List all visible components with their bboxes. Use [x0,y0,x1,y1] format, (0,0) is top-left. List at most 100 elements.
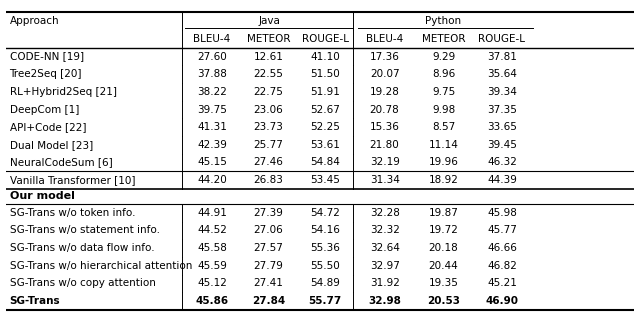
Text: 45.98: 45.98 [487,208,517,218]
Text: SG-Trans w/o hierarchical attention: SG-Trans w/o hierarchical attention [10,261,192,271]
Text: SG-Trans w/o token info.: SG-Trans w/o token info. [10,208,135,218]
Text: 46.82: 46.82 [487,261,517,271]
Text: SG-Trans w/o copy attention: SG-Trans w/o copy attention [10,278,156,289]
Text: 37.35: 37.35 [487,105,517,114]
Text: Dual Model [23]: Dual Model [23] [10,140,93,150]
Text: 8.96: 8.96 [432,69,455,79]
Text: 15.36: 15.36 [370,122,399,132]
Text: Approach: Approach [10,16,59,26]
Text: 46.66: 46.66 [487,243,517,253]
Text: 44.39: 44.39 [487,175,517,185]
Text: 23.73: 23.73 [253,122,284,132]
Text: ROUGE-L: ROUGE-L [478,34,525,44]
Text: 19.28: 19.28 [370,87,399,97]
Text: 26.83: 26.83 [253,175,284,185]
Text: 19.72: 19.72 [429,225,458,235]
Text: 45.86: 45.86 [196,296,228,306]
Text: 32.28: 32.28 [370,208,399,218]
Text: 22.75: 22.75 [253,87,284,97]
Text: 51.91: 51.91 [310,87,340,97]
Text: 32.64: 32.64 [370,243,399,253]
Text: 55.50: 55.50 [310,261,340,271]
Text: 33.65: 33.65 [487,122,517,132]
Text: 20.78: 20.78 [370,105,399,114]
Text: 37.81: 37.81 [487,52,517,62]
Text: 27.79: 27.79 [253,261,284,271]
Text: 32.32: 32.32 [370,225,399,235]
Text: 44.20: 44.20 [197,175,227,185]
Text: METEOR: METEOR [247,34,291,44]
Text: 21.80: 21.80 [370,140,399,150]
Text: 22.55: 22.55 [253,69,284,79]
Text: 32.98: 32.98 [368,296,401,306]
Text: 25.77: 25.77 [253,140,284,150]
Text: Tree2Seq [20]: Tree2Seq [20] [10,69,82,79]
Text: 27.60: 27.60 [197,52,227,62]
Text: 53.45: 53.45 [310,175,340,185]
Text: CODE-NN [19]: CODE-NN [19] [10,52,84,62]
Text: 37.88: 37.88 [197,69,227,79]
Text: 12.61: 12.61 [253,52,284,62]
Text: NeuralCodeSum [6]: NeuralCodeSum [6] [10,157,112,167]
Text: 20.07: 20.07 [370,69,399,79]
Text: 45.59: 45.59 [197,261,227,271]
Text: 38.22: 38.22 [197,87,227,97]
Text: 54.84: 54.84 [310,157,340,167]
Text: Python: Python [426,16,461,26]
Text: 45.77: 45.77 [487,225,517,235]
Text: 44.91: 44.91 [197,208,227,218]
Text: METEOR: METEOR [422,34,465,44]
Text: 23.06: 23.06 [253,105,284,114]
Text: 46.90: 46.90 [485,296,518,306]
Text: Java: Java [259,16,281,26]
Text: 31.92: 31.92 [370,278,399,289]
Text: DeepCom [1]: DeepCom [1] [10,105,79,114]
Text: Our model: Our model [10,191,74,202]
Text: SG-Trans w/o data flow info.: SG-Trans w/o data flow info. [10,243,154,253]
Text: SG-Trans: SG-Trans [10,296,60,306]
Text: 17.36: 17.36 [370,52,399,62]
Text: 54.89: 54.89 [310,278,340,289]
Text: 9.29: 9.29 [432,52,455,62]
Text: 20.18: 20.18 [429,243,458,253]
Text: 20.44: 20.44 [429,261,458,271]
Text: 27.06: 27.06 [253,225,284,235]
Text: 9.98: 9.98 [432,105,455,114]
Text: 27.46: 27.46 [253,157,284,167]
Text: 45.12: 45.12 [197,278,227,289]
Text: 18.92: 18.92 [429,175,458,185]
Text: 31.34: 31.34 [370,175,399,185]
Text: 41.31: 41.31 [197,122,227,132]
Text: BLEU-4: BLEU-4 [366,34,403,44]
Text: 52.25: 52.25 [310,122,340,132]
Text: 27.41: 27.41 [253,278,284,289]
Text: 35.64: 35.64 [487,69,517,79]
Text: 45.21: 45.21 [487,278,517,289]
Text: 44.52: 44.52 [197,225,227,235]
Text: ROUGE-L: ROUGE-L [301,34,349,44]
Text: 55.36: 55.36 [310,243,340,253]
Text: 55.77: 55.77 [308,296,342,306]
Text: 54.72: 54.72 [310,208,340,218]
Text: Vanilla Transformer [10]: Vanilla Transformer [10] [10,175,135,185]
Text: 46.32: 46.32 [487,157,517,167]
Text: 9.75: 9.75 [432,87,455,97]
Text: API+Code [22]: API+Code [22] [10,122,86,132]
Text: 19.35: 19.35 [429,278,458,289]
Text: 19.96: 19.96 [429,157,458,167]
Text: 52.67: 52.67 [310,105,340,114]
Text: 8.57: 8.57 [432,122,455,132]
Text: 27.57: 27.57 [253,243,284,253]
Text: 45.15: 45.15 [197,157,227,167]
Text: 20.53: 20.53 [427,296,460,306]
Text: 32.19: 32.19 [370,157,399,167]
Text: BLEU-4: BLEU-4 [193,34,231,44]
Text: 11.14: 11.14 [429,140,458,150]
Text: 42.39: 42.39 [197,140,227,150]
Text: 41.10: 41.10 [310,52,340,62]
Text: 39.75: 39.75 [197,105,227,114]
Text: SG-Trans w/o statement info.: SG-Trans w/o statement info. [10,225,159,235]
Text: 19.87: 19.87 [429,208,458,218]
Text: 45.58: 45.58 [197,243,227,253]
Text: 39.45: 39.45 [487,140,517,150]
